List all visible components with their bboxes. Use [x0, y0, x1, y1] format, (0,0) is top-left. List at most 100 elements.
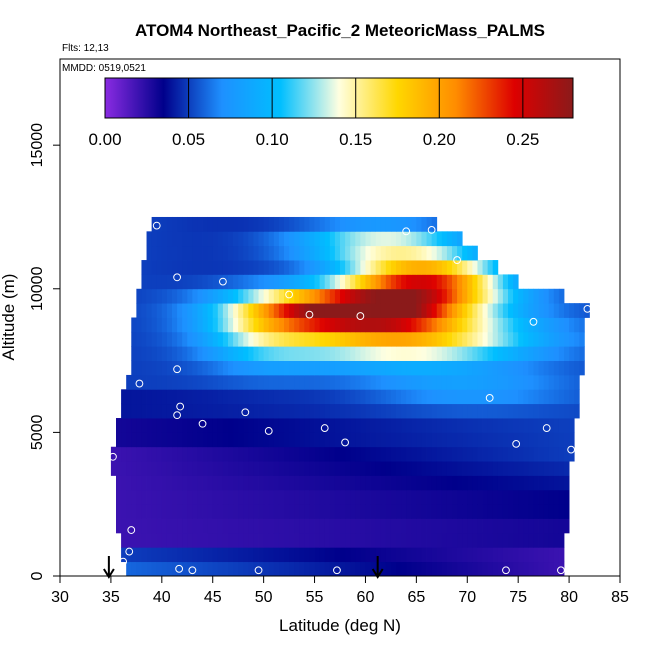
heatmap-cell [299, 403, 305, 419]
heatmap-cell [217, 432, 224, 448]
heatmap-cell [502, 374, 509, 390]
sample-point [254, 566, 263, 575]
heatmap-cell [375, 461, 382, 476]
heatmap-cell [431, 231, 438, 247]
heatmap-cell [370, 489, 377, 505]
heatmap-cell [233, 260, 239, 275]
heatmap-cell [268, 360, 275, 376]
heatmap-cell [131, 532, 137, 548]
heatmap-cell [482, 446, 489, 462]
heatmap-cell [182, 231, 188, 247]
heatmap-cell [421, 216, 427, 232]
x-tick-label: 60 [357, 589, 375, 606]
heatmap-cell [477, 374, 483, 390]
heatmap-cell [273, 561, 280, 576]
heatmap-cell [166, 446, 173, 462]
heatmap-cell [197, 231, 203, 247]
heatmap-cell [538, 446, 545, 462]
heatmap-cell [324, 216, 331, 232]
heatmap-cell [146, 518, 153, 534]
heatmap-cell [375, 389, 382, 405]
heatmap-cell [543, 446, 550, 462]
heatmap-cell [233, 418, 239, 433]
heatmap-cell [340, 360, 346, 376]
heatmap-cell [492, 389, 499, 405]
heatmap-cell [390, 317, 397, 333]
sample-point [333, 566, 341, 575]
heatmap-cell [258, 303, 265, 318]
heatmap-cell [446, 504, 453, 519]
x-tick-label: 65 [407, 589, 425, 606]
heatmap-cell [375, 475, 382, 491]
heatmap-cell [304, 475, 310, 491]
heatmap-cell [177, 461, 183, 476]
heatmap-cell [533, 461, 539, 476]
heatmap-cell [324, 532, 331, 548]
heatmap-cell [513, 547, 519, 563]
heatmap-cell [579, 303, 585, 318]
heatmap-cell [390, 489, 397, 505]
heatmap-cell [258, 403, 265, 419]
heatmap-cell [192, 532, 198, 548]
heatmap-cell [253, 432, 259, 448]
heatmap-cell [334, 403, 341, 419]
heatmap-cell [156, 346, 163, 361]
heatmap-cell [299, 418, 305, 433]
heatmap-cell [523, 446, 529, 462]
heatmap-cell [380, 374, 387, 390]
y-tick-label: 15000 [29, 123, 46, 168]
heatmap-cell [299, 561, 305, 576]
heatmap-cell [146, 504, 153, 519]
heatmap-cell [513, 475, 519, 491]
heatmap-cell [243, 532, 249, 548]
heatmap-cell [406, 317, 412, 333]
heatmap-cell [452, 532, 458, 548]
sample-point [512, 439, 521, 448]
heatmap-cell [569, 418, 575, 433]
heatmap-cell [161, 547, 168, 563]
heatmap-cell [314, 231, 321, 247]
heatmap-cell [518, 389, 524, 405]
heatmap-cell [528, 532, 534, 548]
heatmap-cell [299, 303, 305, 318]
heatmap-cell [538, 317, 545, 333]
heatmap-cell [217, 547, 224, 563]
heatmap-cell [121, 403, 127, 419]
heatmap-cell [564, 418, 570, 433]
sample-point [356, 312, 365, 320]
heatmap-cell [212, 446, 219, 462]
heatmap-cell [319, 374, 326, 390]
heatmap-cell [467, 518, 473, 534]
heatmap-cell [131, 331, 137, 347]
heatmap-cell [421, 317, 427, 333]
heatmap-cell [472, 475, 478, 491]
heatmap-cell [202, 518, 209, 534]
down-arrow-icon [103, 556, 115, 579]
heatmap-cell [421, 532, 427, 548]
heatmap-cell [284, 231, 290, 247]
heatmap-cell [228, 403, 234, 419]
heatmap-cell [263, 317, 270, 333]
heatmap-cell [233, 374, 239, 390]
heatmap-cell [146, 274, 153, 290]
heatmap-cell [172, 260, 178, 275]
heatmap-cell [151, 547, 158, 563]
heatmap-cell [482, 561, 489, 576]
heatmap-cell [299, 346, 305, 361]
heatmap-cell [314, 547, 321, 563]
heatmap-cell [340, 518, 346, 534]
heatmap-cell [309, 360, 315, 376]
heatmap-cell [172, 346, 178, 361]
heatmap-cell [207, 260, 214, 275]
heatmap-cell [278, 303, 285, 318]
heatmap-cell [446, 432, 453, 448]
heatmap-cell [136, 403, 142, 419]
heatmap-cell [299, 374, 305, 390]
heatmap-cell [340, 389, 346, 405]
heatmap-cell [446, 274, 453, 290]
heatmap-cell [528, 561, 534, 576]
heatmap-cell [151, 260, 158, 275]
heatmap-cell [457, 274, 463, 290]
heatmap-cell [116, 446, 122, 462]
heatmap-cell [238, 489, 244, 505]
